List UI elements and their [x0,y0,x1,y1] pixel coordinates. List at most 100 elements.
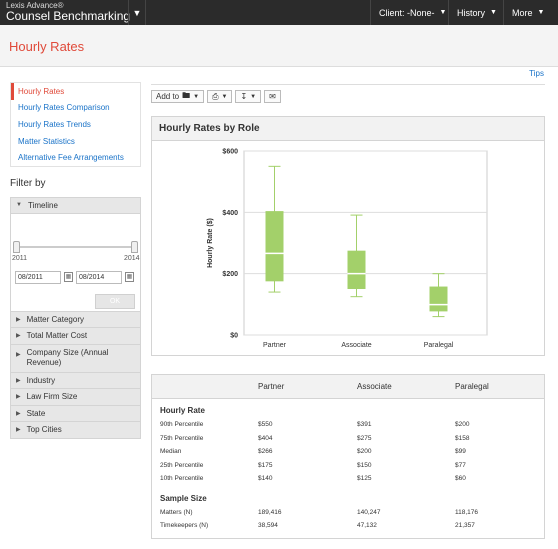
table-cell: $550 [258,421,273,428]
caret-down-icon: ▼ [221,93,228,100]
triangle-down-icon: ▼ [16,202,22,209]
table-cell: $158 [455,434,470,442]
caret-down-icon: ▼ [193,93,200,100]
table-cell: $175 [258,461,273,469]
print-button[interactable]: ⎙ ▼ [207,90,233,103]
table-header: Partner Associate Paralegal [152,375,544,399]
from-date-input[interactable]: 08/2011 [15,270,61,284]
sidebar-item-matter-statistics[interactable]: Matter Statistics [18,136,75,146]
tips-link[interactable]: Tips [529,69,544,78]
filter-timeline-label: Timeline [27,200,58,210]
column-header-paralegal: Paralegal [455,382,489,391]
filter-panel: ▼ Timeline 2011 2014 08/2011 ▦ 08/2014 ▦ … [10,197,141,439]
history-menu-label: History [457,7,486,18]
table-cell: 21,357 [455,522,475,529]
box-plot-chart: $0 $200 $400 $600 Hourly Rate ($) Partner Asso… [207,149,488,349]
print-icon: ⎙ [212,91,219,101]
timeline-start-handle[interactable] [13,240,20,253]
client-menu[interactable]: Client: -None- ▼ [370,0,454,25]
x-tick-label: Partner [263,342,287,349]
table-cell: 47,132 [357,522,377,529]
sidebar-item-hourly-rates[interactable]: Hourly Rates [11,83,140,100]
timeline-end-handle[interactable] [131,240,138,253]
history-menu[interactable]: History ▼ [448,0,505,25]
caret-down-icon: ▼ [439,9,447,16]
column-header-associate: Associate [357,382,392,391]
table-cell: $391 [357,421,372,428]
filter-label: Matter Category [26,314,84,324]
timeline-start-year: 2011 [12,254,28,262]
stats-table: Partner Associate Paralegal Hourly Rate 9… [151,374,545,539]
filter-label: Law Firm Size [26,392,78,402]
calendar-icon[interactable]: ▦ [125,271,134,282]
table-cell: 140,247 [357,508,381,516]
toolbar: Add to 🖿 ▼ ⎙ ▼ ↧ ▼ ✉ [151,90,281,103]
filter-timeline-header[interactable]: ▼ Timeline [10,197,141,214]
row-label: Timekeepers (N) [160,522,209,529]
row-label: 10th Percentile [160,475,204,482]
caret-down-icon: ▼ [250,93,257,100]
table-cell: $77 [455,461,466,469]
filter-top-cities[interactable]: ▶ Top Cities [10,422,141,439]
box-partner [265,211,284,282]
caret-down-icon: ▼ [537,9,545,16]
chart-title: Hourly Rates by Role [152,117,544,141]
download-button[interactable]: ↧ ▼ [235,90,262,103]
box-paralegal [429,286,448,312]
section-title: Sample Size [160,493,207,503]
row-label: Median [160,448,182,455]
filter-total-matter-cost[interactable]: ▶ Total Matter Cost [10,328,141,345]
filter-state[interactable]: ▶ State [10,405,141,422]
filter-label: Total Matter Cost [26,331,88,341]
divider [151,84,545,85]
timeline-slider-track[interactable] [15,245,136,248]
timeline-body: 2011 2014 08/2011 ▦ 08/2014 ▦ OK [10,213,141,312]
table-cell: 118,176 [455,508,479,516]
page-title: Hourly Rates [9,39,85,54]
download-icon: ↧ [240,92,248,101]
add-to-button[interactable]: Add to 🖿 ▼ [151,90,205,103]
table-cell: 189,416 [258,508,282,516]
calendar-icon[interactable]: ▦ [64,271,73,282]
brand[interactable]: Lexis Advance® Counsel Benchmarking [6,1,130,23]
ok-button[interactable]: OK [95,293,135,309]
y-tick-label: $200 [222,271,238,278]
timeline-end-year: 2014 [124,254,140,262]
more-menu[interactable]: More ▼ [503,0,552,25]
email-button[interactable]: ✉ [264,90,281,103]
triangle-right-icon: ▶ [16,351,21,358]
column-header-partner: Partner [258,382,285,391]
x-tick-label: Associate [341,342,371,349]
filter-company-size[interactable]: ▶ Company Size (Annual Revenue) [10,344,141,373]
more-menu-label: More [512,7,533,18]
caret-down-icon: ▼ [490,9,497,16]
add-to-label: Add to [156,92,180,101]
filter-label: Top Cities [26,425,62,435]
sidebar-item-hourly-rates-comparison[interactable]: Hourly Rates Comparison [18,103,110,113]
table-cell: $125 [357,475,372,482]
brand-title: Counsel Benchmarking [6,9,131,23]
client-menu-label: Client: -None- [379,7,435,18]
table-cell: $275 [357,434,372,442]
table-cell: $140 [258,475,273,482]
filter-industry[interactable]: ▶ Industry [10,372,141,389]
to-date-input[interactable]: 08/2014 [76,270,122,284]
table-cell: $99 [455,448,466,455]
row-label: 90th Percentile [160,421,204,428]
sidebar-item-alternative-fee-arrangements[interactable]: Alternative Fee Arrangements [18,153,124,163]
triangle-right-icon: ▶ [16,410,21,417]
y-tick-label: $600 [222,149,238,156]
row-label: 25th Percentile [160,461,204,469]
filter-matter-category[interactable]: ▶ Matter Category [10,311,141,328]
top-nav-bar: Lexis Advance® Counsel Benchmarking ▼ Cl… [0,0,558,25]
box-associate [347,250,366,289]
page-header: Hourly Rates [0,25,558,67]
row-label: Matters (N) [160,508,193,516]
product-switcher-chevron-icon[interactable]: ▼ [128,0,146,25]
filter-law-firm-size[interactable]: ▶ Law Firm Size [10,389,141,406]
folder-icon: 🖿 [182,90,191,100]
table-cell: 38,594 [258,522,278,529]
row-label: 75th Percentile [160,434,204,442]
sidebar-item-hourly-rates-trends[interactable]: Hourly Rates Trends [18,119,91,129]
filter-label: State [26,408,46,418]
